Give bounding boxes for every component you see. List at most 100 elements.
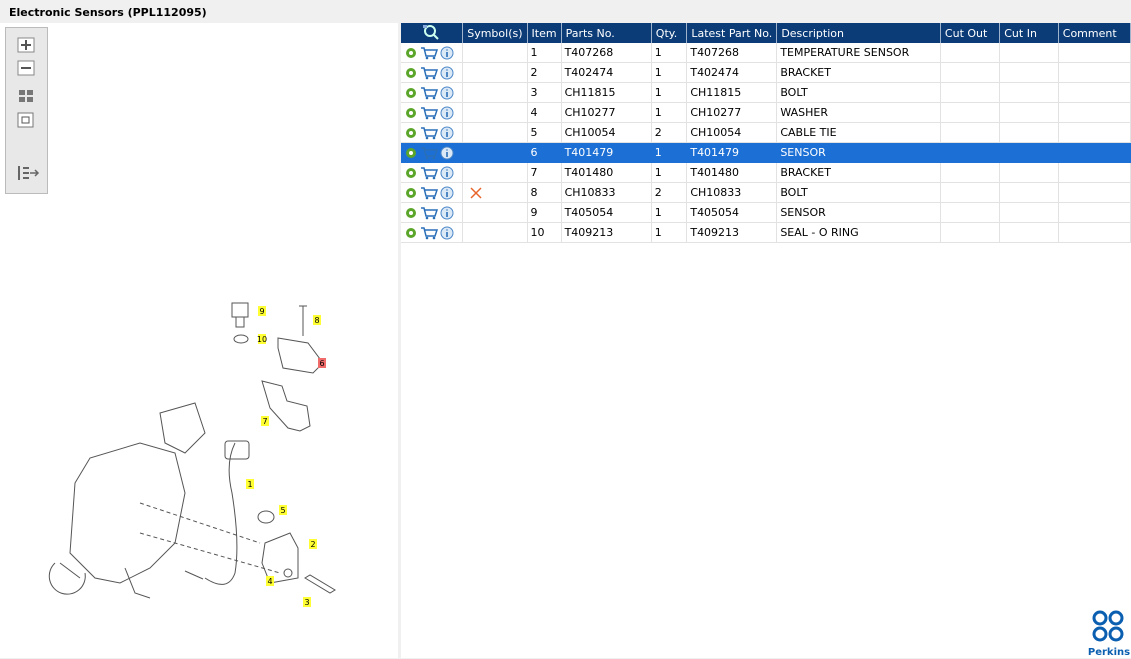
empty-cell xyxy=(1058,82,1131,103)
config-icon[interactable] xyxy=(404,46,418,60)
part-number-cell: CH10054 xyxy=(561,122,652,143)
logo-text: Perkins xyxy=(1088,647,1130,658)
info-icon[interactable] xyxy=(440,66,454,80)
parts-row[interactable]: 9 T405054 1 T405054 SENSOR xyxy=(401,202,1131,223)
row-actions xyxy=(401,102,464,123)
empty-cell xyxy=(999,222,1059,243)
callout-box xyxy=(318,358,326,368)
latest-part-cell: T407268 xyxy=(686,43,778,63)
parts-row[interactable]: 5 CH10054 2 CH10054 CABLE TIE xyxy=(401,122,1131,143)
callout[interactable]: 9 xyxy=(258,306,266,316)
reset-view[interactable] xyxy=(17,112,34,128)
empty-cell xyxy=(940,62,1001,83)
column-header[interactable]: Comment xyxy=(1058,23,1131,43)
row-actions xyxy=(401,62,464,83)
empty-cell xyxy=(1058,182,1131,203)
parts-row[interactable]: 2 T402474 1 T402474 BRACKET xyxy=(401,62,1131,83)
info-icon[interactable] xyxy=(440,86,454,100)
item-cell: 7 xyxy=(527,162,562,183)
parts-row[interactable]: 1 T407268 1 T407268 TEMPERATURE SENSOR xyxy=(401,43,1131,63)
item-cell: 9 xyxy=(527,202,562,223)
export[interactable] xyxy=(18,166,40,180)
config-icon[interactable] xyxy=(404,66,418,80)
parts-row[interactable]: 4 CH10277 1 CH10277 WASHER xyxy=(401,102,1131,123)
callout[interactable]: 8 xyxy=(313,315,321,325)
part-number-cell: T409213 xyxy=(561,222,652,243)
empty-cell xyxy=(1058,43,1131,63)
column-header[interactable]: Description xyxy=(776,23,941,43)
info-icon[interactable] xyxy=(440,226,454,240)
parts-row[interactable]: 7 T401480 1 T401480 BRACKET xyxy=(401,162,1131,183)
description-cell: BOLT xyxy=(776,182,941,203)
config-icon[interactable] xyxy=(404,226,418,240)
latest-part-cell: T401479 xyxy=(686,142,778,163)
zoom-in[interactable] xyxy=(17,37,35,53)
callout[interactable]: 2 xyxy=(309,539,317,549)
symbol-x xyxy=(470,186,482,199)
parts-row[interactable]: 3 CH11815 1 CH11815 BOLT xyxy=(401,82,1131,103)
callout[interactable]: 1 xyxy=(246,479,254,489)
cart-icon[interactable] xyxy=(420,86,439,100)
cart-icon[interactable] xyxy=(420,146,439,160)
callout[interactable]: 3 xyxy=(303,597,311,607)
window-title: Electronic Sensors (PPL112095) xyxy=(0,0,1131,23)
cart-icon[interactable] xyxy=(420,186,439,200)
cart-icon[interactable] xyxy=(420,126,439,140)
info-icon[interactable] xyxy=(440,206,454,220)
parts-row[interactable]: 8 CH10833 2 CH10833 BOLT xyxy=(401,182,1131,203)
column-header[interactable]: Cut Out xyxy=(940,23,1001,43)
latest-part-cell: T409213 xyxy=(686,222,778,243)
latest-part-cell: T401480 xyxy=(686,162,778,183)
config-icon[interactable] xyxy=(404,126,418,140)
parts-row[interactable]: 6 T401479 1 T401479 SENSOR xyxy=(401,142,1131,163)
cart-icon[interactable] xyxy=(420,66,439,80)
find-column[interactable] xyxy=(401,23,464,43)
parts-table: Symbol(s) Item Parts No. Qty. Latest Part No… xyxy=(401,23,1131,243)
empty-cell xyxy=(999,43,1059,63)
quantity-cell: 1 xyxy=(651,43,688,63)
description-cell: SEAL - O RING xyxy=(776,222,941,243)
zoom-out[interactable] xyxy=(17,60,35,76)
empty-cell xyxy=(1058,222,1131,243)
info-icon[interactable] xyxy=(440,46,454,60)
config-icon[interactable] xyxy=(404,106,418,120)
callout[interactable]: 6 xyxy=(318,358,326,368)
info-icon[interactable] xyxy=(440,126,454,140)
description-cell: BRACKET xyxy=(776,62,941,83)
row-actions xyxy=(401,182,464,203)
config-icon[interactable] xyxy=(404,166,418,180)
info-icon[interactable] xyxy=(440,186,454,200)
column-header[interactable]: Symbol(s) xyxy=(462,23,528,43)
config-icon[interactable] xyxy=(404,146,418,160)
column-header[interactable]: Latest Part No. xyxy=(686,23,778,43)
cart-icon[interactable] xyxy=(420,206,439,220)
cart-icon[interactable] xyxy=(420,226,439,240)
callout[interactable]: 7 xyxy=(261,416,269,426)
column-header[interactable]: Qty. xyxy=(651,23,688,43)
parts-row[interactable]: 10 T409213 1 T409213 SEAL - O RING xyxy=(401,222,1131,243)
cart-icon[interactable] xyxy=(420,166,439,180)
column-header[interactable]: Parts No. xyxy=(561,23,652,43)
part-number-cell: T407268 xyxy=(561,43,652,63)
fit-view[interactable] xyxy=(19,90,33,102)
config-icon[interactable] xyxy=(404,186,418,200)
latest-part-cell: T402474 xyxy=(686,62,778,83)
column-header[interactable]: Item xyxy=(527,23,562,43)
info-icon[interactable] xyxy=(440,146,454,160)
cart-icon[interactable] xyxy=(420,106,439,120)
config-icon[interactable] xyxy=(404,206,418,220)
callout[interactable]: 4 xyxy=(266,576,274,586)
description-cell: BRACKET xyxy=(776,162,941,183)
empty-cell xyxy=(940,202,1001,223)
info-icon[interactable] xyxy=(440,166,454,180)
cart-icon[interactable] xyxy=(420,46,439,60)
part-number-cell: CH11815 xyxy=(561,82,652,103)
column-header[interactable]: Cut In xyxy=(999,23,1059,43)
part-number-cell: T405054 xyxy=(561,202,652,223)
info-icon[interactable] xyxy=(440,106,454,120)
config-icon[interactable] xyxy=(404,86,418,100)
callout[interactable]: 10 xyxy=(257,334,267,344)
callout[interactable]: 5 xyxy=(279,505,287,515)
item-cell: 1 xyxy=(527,43,562,63)
item-cell: 6 xyxy=(527,142,562,163)
